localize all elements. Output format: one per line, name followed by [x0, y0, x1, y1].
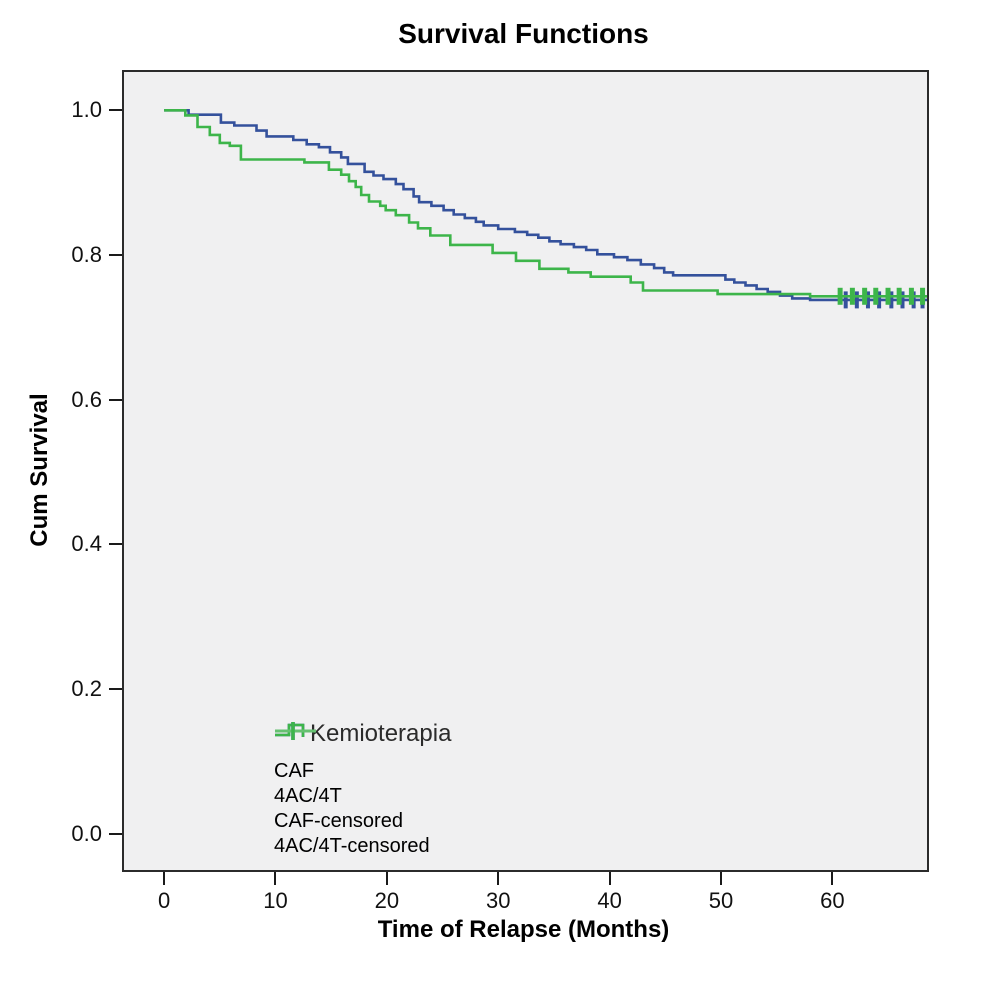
legend-label-caf: CAF	[274, 759, 314, 782]
caf-curve	[164, 109, 927, 302]
4ac-4t-legend-glyph	[275, 723, 305, 737]
y-tick-mark	[109, 398, 122, 401]
y-tick-mark	[109, 109, 122, 112]
x-tick-label: 50	[708, 888, 734, 913]
y-tick-mark	[109, 254, 122, 257]
x-tick-mark	[497, 872, 500, 885]
legend-item-caf-censored: CAF-censored	[274, 722, 451, 833]
legend-item-4ac-4t-censored: 4AC/4T-censored	[274, 722, 451, 858]
chart-title: Survival Functions	[398, 18, 649, 49]
y-tick-mark	[109, 832, 122, 835]
y-tick-mark	[109, 688, 122, 691]
y-tick-label: 0.4	[71, 531, 102, 557]
legend: Kemioterapia CAF 4AC/4T CAF-censored 4AC/4T-…	[274, 720, 451, 858]
x-tick-label: 60	[820, 888, 845, 913]
x-tick-label: 20	[374, 888, 400, 913]
x-tick-label: 40	[597, 888, 622, 913]
x-tick-mark	[608, 872, 611, 885]
legend-title: Kemioterapia	[310, 720, 452, 747]
y-tick-label: 0.0	[71, 820, 102, 846]
legend-label-4ac-4t-censored: 4AC/4T-censored	[274, 834, 430, 857]
x-tick-mark	[831, 872, 834, 885]
y-tick-label: 0.2	[71, 676, 102, 702]
x-tick-mark	[719, 872, 722, 885]
x-tick-label: 30	[485, 888, 511, 913]
x-tick-label: 0	[157, 888, 171, 913]
legend-label-4ac-4t: 4AC/4T	[274, 784, 342, 807]
x-tick-label: 10	[263, 888, 288, 913]
y-tick-mark	[109, 543, 122, 546]
4ac-4t-censored-legend-glyph	[275, 722, 316, 740]
y-tick-label: 0.8	[71, 242, 102, 268]
4ac-4t-curve	[164, 109, 927, 298]
x-tick-mark	[274, 872, 277, 885]
km-curves-canvas	[164, 109, 927, 309]
y-axis-title: Cum Survival	[26, 393, 53, 547]
y-tick-label: 1.0	[71, 97, 102, 123]
x-axis-title: Time of Relapse (Months)	[377, 916, 670, 943]
legend-label-caf-censored: CAF-censored	[274, 809, 403, 832]
legend-item-caf: CAF	[274, 723, 451, 783]
plot-area: Kemioterapia CAF 4AC/4T CAF-censored 4AC/4T-…	[122, 70, 929, 872]
legend-item-4ac-4t: 4AC/4T	[274, 723, 451, 808]
y-tick-label: 0.6	[71, 386, 102, 412]
x-tick-mark	[385, 872, 388, 885]
x-tick-mark	[163, 872, 166, 885]
